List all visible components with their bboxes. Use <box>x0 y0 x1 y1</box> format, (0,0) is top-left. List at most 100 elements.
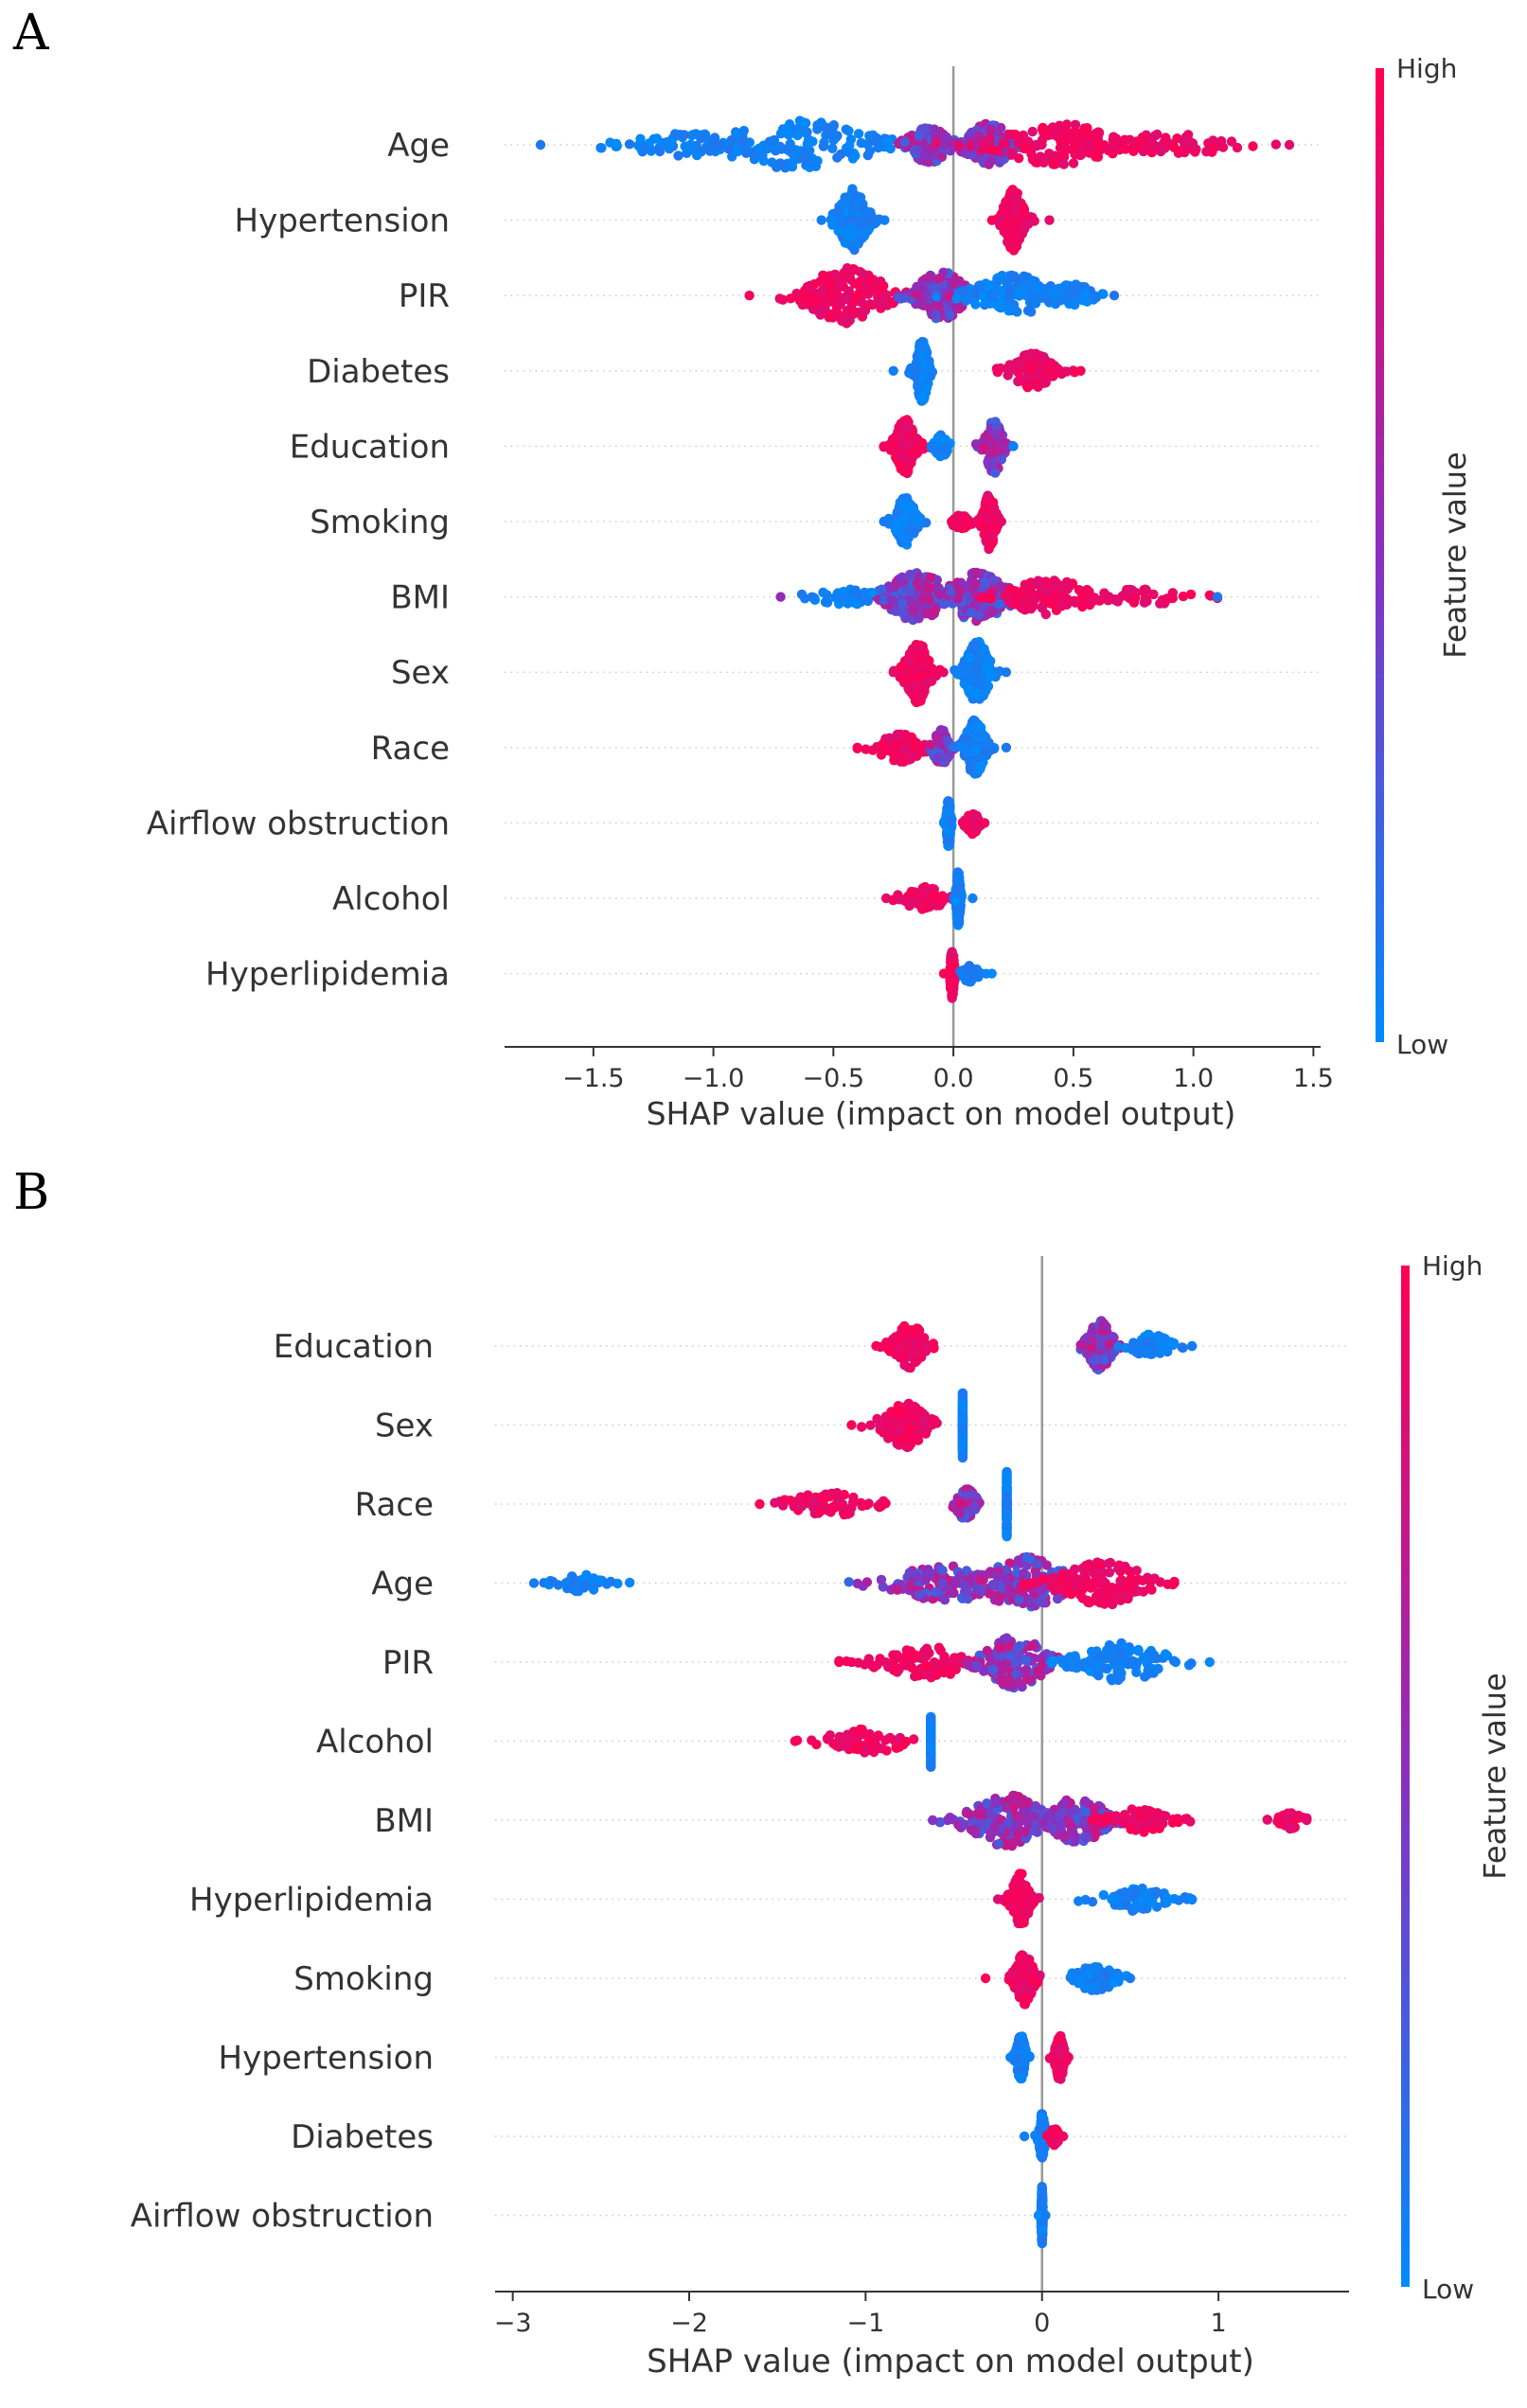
shap-point <box>918 343 928 352</box>
shap-point <box>958 742 968 752</box>
shap-point <box>816 117 826 127</box>
shap-point <box>917 438 927 448</box>
shap-point <box>864 131 874 140</box>
panel-a: AAgeHypertensionPIRDiabetesEducationSmok… <box>12 5 1473 1132</box>
shap-point <box>983 457 992 467</box>
shap-point <box>1139 147 1148 156</box>
shap-point <box>1152 130 1162 139</box>
shap-point <box>795 295 805 305</box>
shap-point <box>1079 290 1089 299</box>
shap-point <box>922 382 932 392</box>
shap-point <box>843 598 852 608</box>
shap-point <box>947 948 956 958</box>
x-tick-label: 1.0 <box>1173 1064 1214 1093</box>
shap-point <box>897 598 907 608</box>
shap-point <box>907 895 916 905</box>
shap-point <box>1021 211 1031 221</box>
shap-point <box>860 282 869 292</box>
shap-point <box>1028 350 1038 360</box>
shap-point <box>899 293 909 303</box>
shap-point <box>922 1340 932 1350</box>
shap-point <box>932 310 941 319</box>
shap-point <box>973 971 983 981</box>
shap-point <box>1163 593 1173 603</box>
feature-label: Race <box>371 730 450 768</box>
feature-label: Airflow obstruction <box>147 805 450 842</box>
shap-point <box>961 734 970 743</box>
x-tick-label: 1.5 <box>1293 1064 1334 1093</box>
shap-point <box>812 156 822 166</box>
shap-point <box>906 1363 915 1372</box>
shap-point <box>836 150 845 159</box>
shap-point <box>959 972 968 982</box>
shap-point <box>979 691 988 700</box>
shap-point <box>1161 133 1170 142</box>
shap-point <box>881 894 891 903</box>
shap-point <box>859 307 868 316</box>
shap-point <box>1109 134 1118 144</box>
shap-point <box>830 270 840 279</box>
shap-point <box>858 227 867 237</box>
shap-point <box>1034 575 1043 585</box>
shap-point <box>1048 158 1057 168</box>
x-axis-label: SHAP value (impact on model output) <box>647 1095 1236 1132</box>
x-tick-label: 0.0 <box>933 1064 974 1093</box>
feature-label: Smoking <box>293 1960 434 1998</box>
shap-point <box>819 141 828 150</box>
shap-point <box>782 124 791 133</box>
panel-letter: A <box>12 5 50 62</box>
shap-point <box>849 586 859 595</box>
shap-point <box>673 150 683 160</box>
shap-point <box>1090 593 1099 602</box>
shap-point <box>1008 441 1018 451</box>
shap-point <box>1070 150 1079 159</box>
shap-point <box>1010 194 1020 204</box>
shap-point <box>985 672 994 682</box>
feature-label: Diabetes <box>307 353 450 391</box>
shap-point <box>857 204 866 214</box>
shap-point <box>968 894 977 903</box>
shap-point <box>965 653 974 663</box>
shap-point <box>930 124 939 133</box>
shap-point <box>922 678 932 687</box>
x-tick-label: −0.5 <box>803 1064 865 1093</box>
shap-point <box>934 274 944 283</box>
shap-point <box>947 978 956 987</box>
shap-point <box>1218 142 1228 151</box>
shap-point <box>806 284 815 293</box>
feature-label: Education <box>274 1328 434 1366</box>
shap-point <box>975 676 985 685</box>
shap-point <box>865 146 875 155</box>
shap-point <box>857 138 866 148</box>
shap-point <box>1227 136 1236 146</box>
shap-point <box>939 968 949 978</box>
shap-point <box>658 138 667 148</box>
shap-point <box>1010 203 1020 212</box>
shap-point <box>904 586 914 595</box>
shap-point <box>927 442 936 452</box>
shap-point <box>998 138 1007 148</box>
shap-point <box>1103 595 1112 605</box>
shap-point <box>877 585 886 594</box>
shap-point <box>1271 139 1281 149</box>
shap-point <box>909 1346 918 1355</box>
feature-label: PIR <box>382 1644 434 1682</box>
shap-point <box>1112 594 1122 604</box>
shap-point <box>1026 379 1036 388</box>
shap-point <box>1043 131 1053 140</box>
shap-point <box>829 120 839 130</box>
shap-point <box>1062 366 1072 376</box>
feature-label: Sex <box>375 1408 434 1445</box>
shap-point <box>895 1335 904 1344</box>
shap-point <box>970 299 980 309</box>
shap-point <box>974 764 984 773</box>
shap-point <box>979 653 988 663</box>
shap-point <box>898 1353 908 1362</box>
shap-point <box>879 517 888 526</box>
shap-point <box>985 135 995 145</box>
shap-point <box>897 452 907 461</box>
shap-point <box>1045 371 1055 381</box>
colorbar <box>1376 68 1384 1042</box>
shap-point <box>959 287 968 296</box>
